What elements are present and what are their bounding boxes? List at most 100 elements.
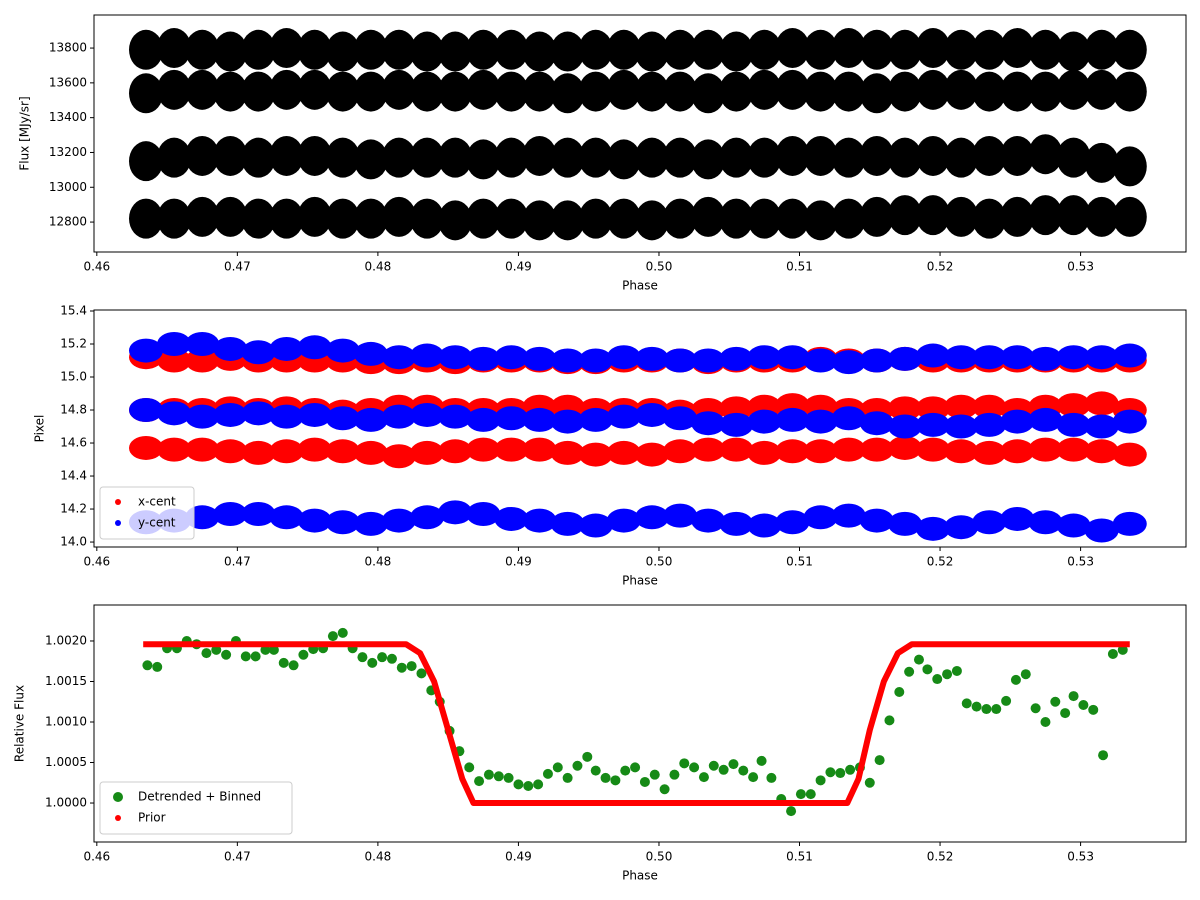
point [916,135,951,176]
point [522,200,557,241]
point [494,29,529,70]
point [278,657,289,668]
point [1030,703,1041,714]
x-tick-label: 0.50 [646,555,673,569]
point [634,137,669,178]
point [129,29,163,70]
point [887,396,922,421]
point [887,346,922,371]
y-tick-label: 1.0000 [45,796,87,810]
marks [129,28,1147,241]
point [464,762,475,773]
point [1028,29,1063,70]
point [1028,510,1063,535]
y-tick-label: 15.2 [60,336,87,350]
point [691,139,726,180]
point [269,135,304,176]
point [825,767,836,778]
point [381,196,416,237]
point [663,439,698,464]
point [803,29,838,70]
point [887,511,922,536]
point [859,508,894,533]
x-tick-label: 0.49 [505,555,532,569]
y-tick-label: 1.0015 [45,674,87,688]
legend-marker [115,815,121,821]
point [634,402,669,427]
x-tick-label: 0.47 [224,260,251,274]
point [1056,437,1091,462]
point [916,28,951,69]
point [357,652,368,663]
point [406,661,417,672]
point [327,631,338,642]
point [708,760,719,771]
y-tick-label: 1.0010 [45,715,87,729]
point [381,508,416,533]
point [972,345,1007,370]
point [522,407,557,432]
point [1000,409,1035,434]
x-tick-label: 0.49 [505,260,532,274]
x-tick-label: 0.46 [83,555,110,569]
point [748,772,759,783]
point [719,396,754,421]
point [831,28,866,69]
point [1084,345,1119,370]
point [297,437,332,462]
point [606,440,641,465]
point [747,29,782,70]
point [691,196,726,237]
point [494,137,529,178]
point [1000,506,1035,531]
point [1000,135,1035,176]
point [845,764,856,775]
point [325,510,360,535]
point [944,345,979,370]
point [260,644,271,655]
point [410,343,445,368]
point [129,435,163,460]
point [550,511,585,536]
x-tick-label: 0.51 [786,555,813,569]
point [944,394,979,419]
x-tick-label: 0.49 [505,850,532,864]
point [606,508,641,533]
y-tick-label: 13800 [49,41,87,55]
point [775,69,810,110]
point [269,198,304,239]
point [325,71,360,112]
point [550,440,585,465]
point [803,409,838,434]
point [578,442,613,467]
point [185,69,220,110]
point [803,200,838,241]
point [805,789,816,800]
point [381,69,416,110]
point [775,407,810,432]
point [325,439,360,464]
legend-box [99,781,293,835]
point [241,340,276,365]
point [944,515,979,540]
point [494,345,529,370]
point [663,348,698,373]
panel: 0.46 0.47 0.48 0.49 0.50 0.51 0.52 0.53 12800 130… [18,14,1187,293]
marks [129,331,1147,543]
point [288,660,299,671]
point [679,758,690,769]
point [297,29,332,70]
point [719,412,754,437]
point [859,135,894,176]
point [859,411,894,436]
point [325,406,360,431]
y-tick-label: 13000 [49,180,87,194]
legend-label: x-cent [138,495,176,509]
y-tick-label: 14.6 [60,436,87,450]
point [152,661,163,672]
point [157,437,192,462]
point [634,346,669,371]
point [981,704,992,715]
point [916,396,951,421]
point [944,137,979,178]
